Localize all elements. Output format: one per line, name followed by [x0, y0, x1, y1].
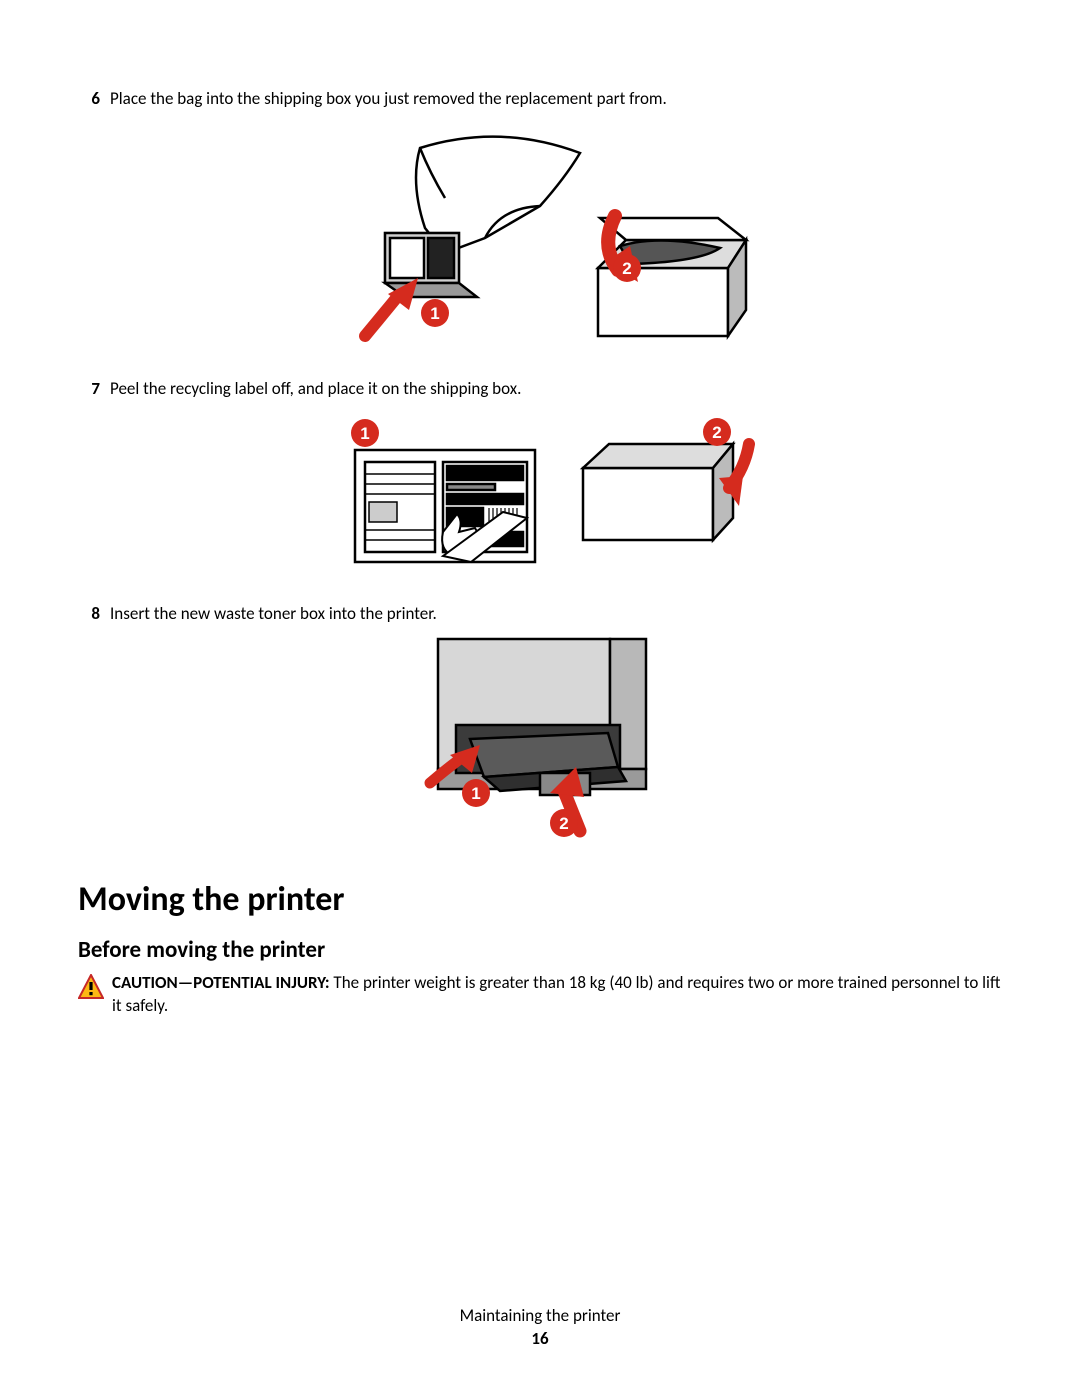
illustration-bag-and-box: 1 2	[330, 118, 750, 353]
page-footer: Maintaining the printer 16	[0, 1305, 1080, 1349]
figure-step-8: 1 2	[78, 633, 1002, 843]
callout-2: 2	[559, 814, 568, 833]
footer-page-number: 16	[0, 1328, 1080, 1349]
section-heading: Moving the printer	[78, 879, 1002, 920]
figure-step-6: 1 2	[78, 118, 1002, 358]
step-6: 6 Place the bag into the shipping box yo…	[78, 88, 1002, 110]
footer-chapter: Maintaining the printer	[0, 1305, 1080, 1326]
step-text: Place the bag into the shipping box you …	[110, 88, 667, 110]
step-8: 8 Insert the new waste toner box into th…	[78, 603, 1002, 625]
callout-2: 2	[622, 259, 631, 278]
callout-1: 1	[471, 784, 480, 803]
figure-step-7: 1	[78, 408, 1002, 583]
caution-label: CAUTION—POTENTIAL INJURY:	[112, 972, 330, 993]
illustration-insert-toner-box: 1 2	[400, 633, 680, 838]
callout-1: 1	[360, 424, 369, 443]
step-number: 8	[78, 603, 100, 625]
subsection-heading: Before moving the printer	[78, 936, 1002, 964]
callout-2: 2	[712, 423, 721, 442]
step-text: Insert the new waste toner box into the …	[110, 603, 437, 625]
callout-1: 1	[430, 304, 439, 323]
caution-text: CAUTION—POTENTIAL INJURY: The printer we…	[112, 972, 1002, 1018]
step-7: 7 Peel the recycling label off, and plac…	[78, 378, 1002, 400]
caution-block: CAUTION—POTENTIAL INJURY: The printer we…	[78, 972, 1002, 1018]
illustration-label-and-box: 1	[325, 408, 755, 578]
warning-icon	[78, 974, 104, 1000]
step-number: 6	[78, 88, 100, 110]
step-number: 7	[78, 378, 100, 400]
step-text: Peel the recycling label off, and place …	[110, 378, 521, 400]
